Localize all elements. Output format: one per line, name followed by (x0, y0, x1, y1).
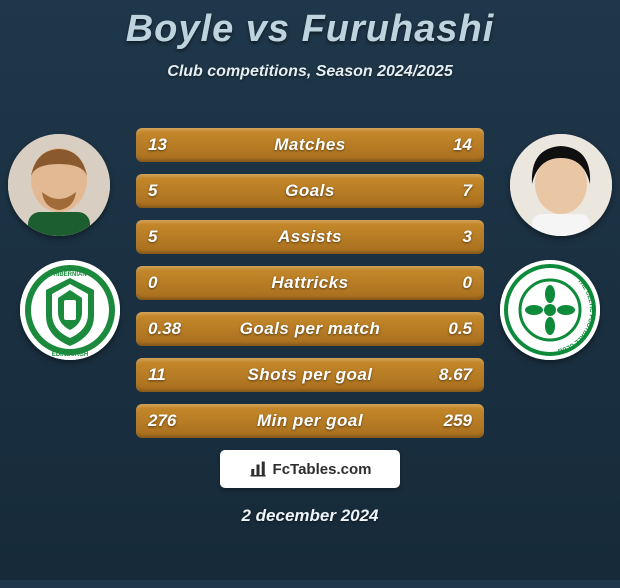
page-title: Boyle vs Furuhashi (0, 8, 620, 51)
stat-label: Assists (136, 220, 484, 254)
stat-right-value: 8.67 (439, 358, 472, 392)
stat-row: 13 Matches 14 (136, 128, 484, 162)
stat-label: Matches (136, 128, 484, 162)
stat-right-value: 7 (463, 174, 472, 208)
subtitle: Club competitions, Season 2024/2025 (0, 63, 620, 81)
stat-right-value: 259 (444, 404, 472, 438)
player-right-avatar (510, 134, 612, 236)
stat-row: 5 Assists 3 (136, 220, 484, 254)
avatar-illustration (8, 134, 110, 236)
stat-right-value: 0.5 (448, 312, 472, 346)
club-left-crest: HIBERNIAN EDINBURGH (20, 260, 120, 360)
bar-chart-icon (249, 460, 267, 478)
avatar-illustration (510, 134, 612, 236)
stat-row: 276 Min per goal 259 (136, 404, 484, 438)
stat-row: 0 Hattricks 0 (136, 266, 484, 300)
stat-right-value: 3 (463, 220, 472, 254)
stat-right-value: 0 (463, 266, 472, 300)
crest-illustration: THE CELTIC FOOTBALL CLUB (500, 260, 600, 360)
site-logo: FcTables.com (220, 450, 400, 488)
stat-label: Shots per goal (136, 358, 484, 392)
stat-row: 0.38 Goals per match 0.5 (136, 312, 484, 346)
crest-bottom-text: EDINBURGH (52, 352, 88, 358)
club-right-crest: THE CELTIC FOOTBALL CLUB (500, 260, 600, 360)
stat-label: Hattricks (136, 266, 484, 300)
stats-container: 13 Matches 14 5 Goals 7 5 Assists 3 0 Ha… (136, 128, 484, 450)
stat-label: Goals per match (136, 312, 484, 346)
player-left-avatar (8, 134, 110, 236)
stat-right-value: 14 (453, 128, 472, 162)
date-text: 2 december 2024 (0, 506, 620, 526)
stat-label: Min per goal (136, 404, 484, 438)
stat-row: 11 Shots per goal 8.67 (136, 358, 484, 392)
crest-illustration: HIBERNIAN EDINBURGH (20, 260, 120, 360)
stat-label: Goals (136, 174, 484, 208)
site-logo-text: FcTables.com (273, 461, 372, 478)
crest-top-text: HIBERNIAN (53, 272, 86, 278)
stat-row: 5 Goals 7 (136, 174, 484, 208)
